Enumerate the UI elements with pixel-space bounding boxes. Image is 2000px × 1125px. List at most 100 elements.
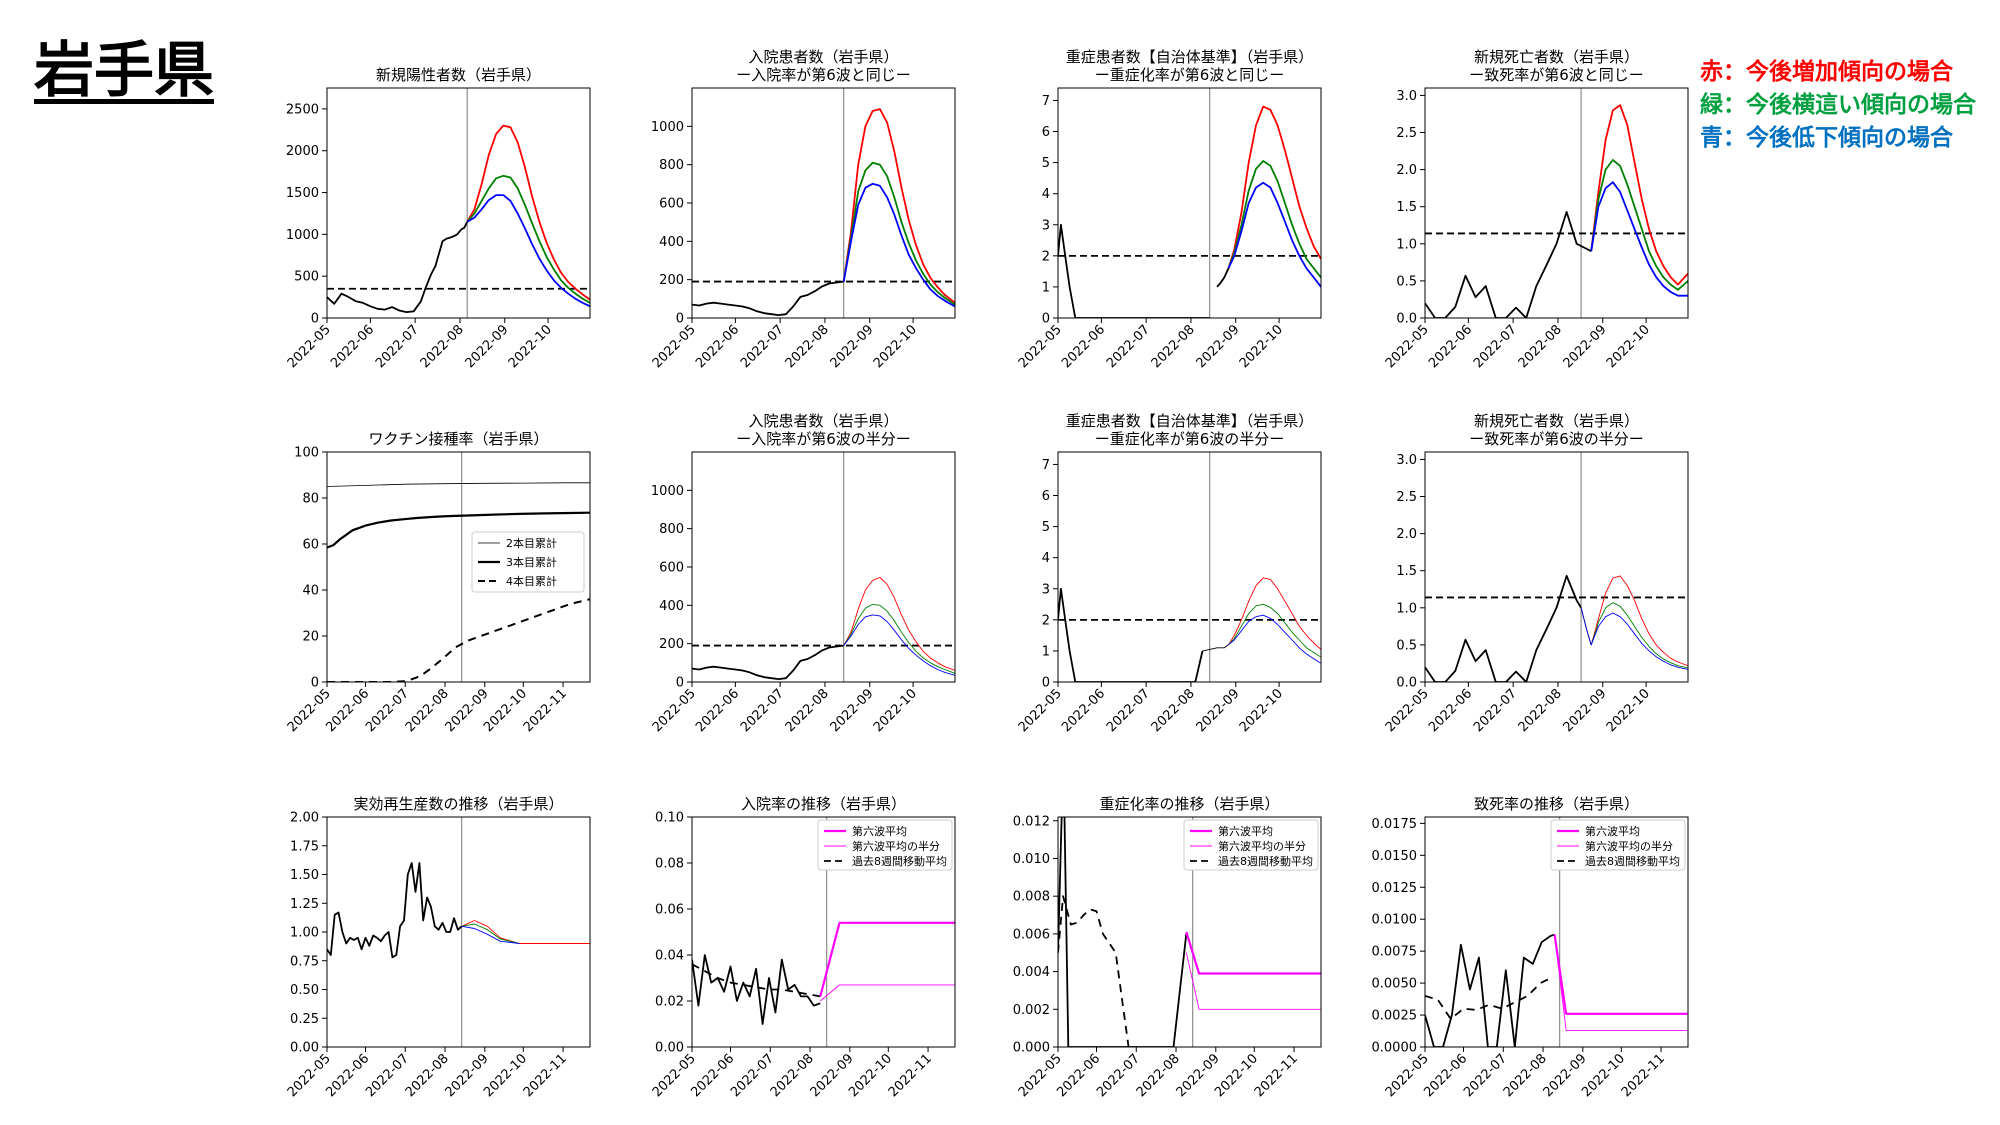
plot-area xyxy=(1058,88,1321,318)
series-line-4 xyxy=(820,984,955,1002)
y-tick-label: 0 xyxy=(676,676,684,691)
series-line-2 xyxy=(1216,267,1230,288)
x-tick-label: 2022-05 xyxy=(285,322,334,371)
legend-label: 2本目累計 xyxy=(506,536,557,550)
legend-label: 過去8週間移動平均 xyxy=(1585,854,1680,868)
chart-title: 新規陽性者数（岩手県） xyxy=(376,66,541,84)
legend-label: 4本目累計 xyxy=(506,574,557,588)
y-tick-label: 3.0 xyxy=(1396,453,1417,468)
y-tick-label: 6 xyxy=(1042,125,1050,140)
chart-10: 入院率の推移（岩手県） 0.00 0.02 0.04 0.06 0.08 0.10 2022-… xyxy=(650,795,956,1100)
legend-green-scenario: 緑：今後横這い傾向の場合 xyxy=(1700,92,1976,118)
y-tick-label: 2000 xyxy=(286,144,319,159)
legend-box xyxy=(471,531,585,593)
y-tick-label: 0.0175 xyxy=(1372,817,1418,832)
x-tick-label: 2022-07 xyxy=(1104,686,1153,735)
y-tick-label: 400 xyxy=(659,235,684,250)
x-tick-label: 2022-10 xyxy=(1604,686,1653,735)
y-tick-label: 0 xyxy=(1042,312,1050,327)
series-line-4 xyxy=(1580,607,1688,670)
y-tick-label: 0.0125 xyxy=(1372,881,1418,896)
legend-label: 第六波平均 xyxy=(852,824,907,838)
legend-blue-scenario: 青：今後低下傾向の場合 xyxy=(1700,125,1953,151)
y-tick-label: 500 xyxy=(294,270,319,285)
x-tick-label: 2022-10 xyxy=(871,322,920,371)
plot-area xyxy=(692,817,955,1047)
series-line-4 xyxy=(466,194,590,308)
y-tick-label: 2 xyxy=(1042,249,1050,264)
x-tick-label: 2022-10 xyxy=(1237,686,1286,735)
series-line-3 xyxy=(1553,934,1688,1015)
x-tick-label: 2022-09 xyxy=(1561,686,1610,735)
x-tick-label: 2022-06 xyxy=(1426,686,1475,735)
y-tick-label: 3 xyxy=(1042,218,1050,233)
x-tick-label: 2022-06 xyxy=(1059,686,1108,735)
series-line-1 xyxy=(327,482,590,487)
x-tick-label: 2022-05 xyxy=(650,322,699,371)
x-tick-label: 2022-07 xyxy=(738,322,787,371)
y-tick-label: 600 xyxy=(659,561,684,576)
legend-label: 第六波平均の半分 xyxy=(852,839,940,853)
y-tick-label: 6 xyxy=(1042,489,1050,504)
chart-6: 入院患者数（岩手県）ー入院率が第6波の半分ー 0 200 400 600 800 1000 2… xyxy=(650,412,956,735)
y-tick-label: 0.010 xyxy=(1013,852,1050,867)
chart-title: ー入院率が第6波と同じー xyxy=(736,66,911,84)
y-tick-label: 1.0 xyxy=(1396,601,1417,616)
plot-frame xyxy=(1424,451,1689,683)
y-tick-label: 0 xyxy=(311,676,319,691)
series-line-2 xyxy=(1590,104,1688,286)
y-tick-label: 0.002 xyxy=(1013,1003,1050,1018)
y-tick-label: 800 xyxy=(659,158,684,173)
plot-frame xyxy=(1057,87,1322,319)
chart-title: ー致死率が第6波と同じー xyxy=(1469,66,1644,84)
x-tick-label: 2022-06 xyxy=(328,322,377,371)
chart-2: 入院患者数（岩手県）ー入院率が第6波と同じー 0 200 400 600 800 1000 2… xyxy=(650,48,956,371)
y-tick-label: 7 xyxy=(1042,458,1050,473)
series-line-4 xyxy=(1227,160,1321,279)
y-tick-label: 4 xyxy=(1042,187,1050,202)
legend-label: 過去8週間移動平均 xyxy=(1218,854,1313,868)
series-line-1 xyxy=(1058,817,1188,1047)
x-tick-label: 2022-11 xyxy=(1252,1051,1301,1100)
chart-title: 新規死亡者数（岩手県） xyxy=(1474,412,1639,430)
y-tick-label: 1.5 xyxy=(1396,200,1417,215)
plot-area xyxy=(692,88,955,318)
x-tick-label: 2022-07 xyxy=(373,322,422,371)
y-tick-label: 0.000 xyxy=(1013,1041,1050,1056)
x-tick-label: 2022-09 xyxy=(1194,322,1243,371)
y-tick-label: 0.00 xyxy=(655,1041,684,1056)
y-tick-label: 0.0000 xyxy=(1372,1041,1418,1056)
x-tick-label: 2022-10 xyxy=(1237,322,1286,371)
series-line-1 xyxy=(1425,210,1592,318)
series-line-1 xyxy=(327,862,463,959)
y-tick-label: 0.008 xyxy=(1013,890,1050,905)
x-tick-label: 2022-11 xyxy=(886,1051,935,1100)
series-line-3 xyxy=(842,161,955,306)
y-tick-label: 0.00 xyxy=(290,1041,319,1056)
series-line-1 xyxy=(1058,223,1210,318)
y-tick-label: 2 xyxy=(1042,613,1050,628)
x-tick-label: 2022-08 xyxy=(1149,686,1198,735)
x-tick-label: 2022-08 xyxy=(1516,686,1565,735)
y-tick-label: 3 xyxy=(1042,582,1050,597)
y-tick-label: 0.012 xyxy=(1013,814,1050,829)
series-line-2 xyxy=(842,108,955,304)
x-tick-label: 2022-05 xyxy=(1383,686,1432,735)
y-tick-label: 0.0100 xyxy=(1372,913,1418,928)
y-tick-label: 200 xyxy=(659,273,684,288)
series-line-3 xyxy=(466,174,590,304)
legend-box xyxy=(1550,819,1686,871)
y-tick-label: 20 xyxy=(302,630,319,645)
x-tick-label: 2022-08 xyxy=(783,322,832,371)
y-tick-label: 0.0075 xyxy=(1372,945,1418,960)
y-tick-label: 1000 xyxy=(286,228,319,243)
series-line-5 xyxy=(1228,614,1321,664)
series-line-3 xyxy=(1227,105,1321,269)
x-tick-label: 2022-07 xyxy=(1471,686,1520,735)
x-tick-label: 2022-10 xyxy=(871,686,920,735)
plot-frame xyxy=(691,87,956,319)
series-line-5 xyxy=(1227,181,1321,288)
y-tick-label: 2.5 xyxy=(1396,126,1417,141)
chart-title: 致死率の推移（岩手県） xyxy=(1474,795,1639,813)
